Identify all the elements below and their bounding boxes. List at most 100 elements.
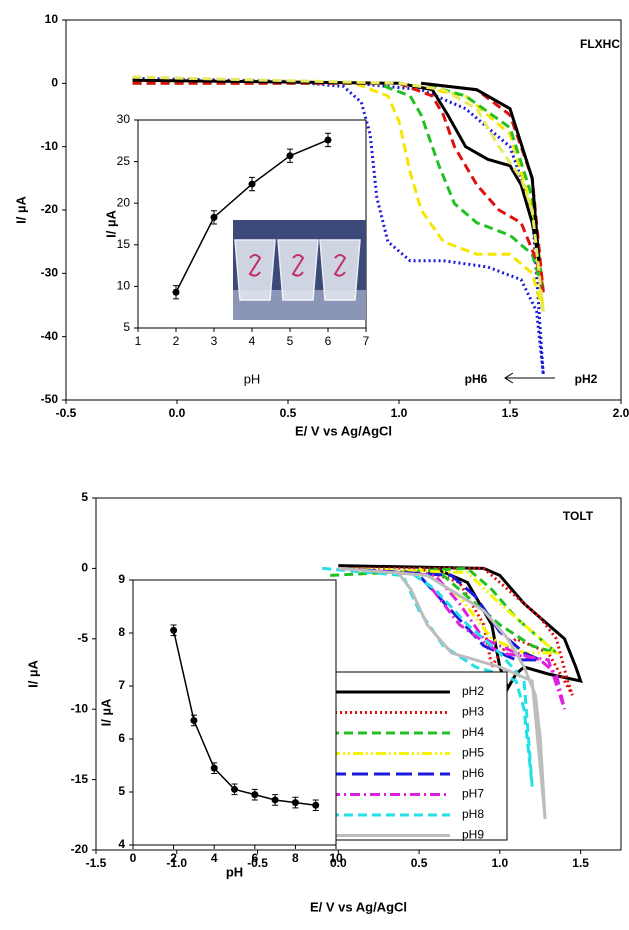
x-tick-label: -0.5 bbox=[56, 406, 77, 420]
data-point bbox=[286, 152, 294, 160]
y-tick-label: -30 bbox=[41, 266, 59, 280]
data-point bbox=[251, 791, 259, 799]
y-tick-label: 5 bbox=[81, 490, 88, 504]
y-tick-label: 9 bbox=[118, 572, 125, 586]
x-tick-label: 0.0 bbox=[169, 406, 186, 420]
annotation: pH2 bbox=[575, 372, 598, 386]
legend-label: pH3 bbox=[462, 705, 484, 719]
x-tick-label: 2.0 bbox=[613, 406, 629, 420]
legend-label: pH4 bbox=[462, 725, 484, 739]
y-tick-label: -10 bbox=[71, 701, 89, 715]
data-line bbox=[132, 81, 545, 293]
y-axis-label: I/ µA bbox=[98, 698, 113, 726]
x-tick-label: 0.5 bbox=[411, 856, 428, 870]
x-tick-label: 0 bbox=[130, 851, 137, 865]
legend-label: pH7 bbox=[462, 787, 484, 801]
data-line bbox=[338, 566, 566, 710]
x-tick-label: 8 bbox=[292, 851, 299, 865]
legend-label: pH9 bbox=[462, 828, 484, 842]
data-point bbox=[291, 799, 299, 807]
data-point bbox=[324, 136, 332, 144]
beaker bbox=[277, 239, 319, 301]
x-tick-label: 1.0 bbox=[391, 406, 408, 420]
y-tick-label: -20 bbox=[71, 842, 89, 856]
y-tick-label: -20 bbox=[41, 202, 59, 216]
x-tick-label: 0.0 bbox=[330, 856, 347, 870]
x-tick-label: 2 bbox=[170, 851, 177, 865]
data-line bbox=[338, 564, 583, 692]
y-tick-label: 30 bbox=[117, 112, 131, 126]
y-tick-label: 0 bbox=[81, 561, 88, 575]
legend-box bbox=[321, 671, 508, 841]
x-tick-label: 1.5 bbox=[502, 406, 519, 420]
beaker bbox=[234, 239, 276, 301]
data-line bbox=[338, 566, 561, 655]
x-tick-label: -0.5 bbox=[247, 856, 268, 870]
annotation: FLXHC bbox=[580, 37, 620, 51]
y-tick-label: 4 bbox=[118, 837, 125, 851]
data-point bbox=[170, 626, 178, 634]
y-tick-label: 6 bbox=[118, 731, 125, 745]
x-axis-label: E/ V vs Ag/AgCl bbox=[310, 899, 407, 914]
y-axis-label: I/ µA bbox=[13, 196, 28, 224]
x-tick-label: 6 bbox=[325, 334, 332, 348]
y-tick-label: -15 bbox=[71, 772, 89, 786]
x-tick-label: 0.5 bbox=[280, 406, 297, 420]
x-axis-label: pH bbox=[244, 371, 261, 386]
x-tick-label: 4 bbox=[211, 851, 218, 865]
legend-label: pH8 bbox=[462, 807, 484, 821]
x-axis-label: pH bbox=[226, 864, 243, 879]
y-tick-label: 8 bbox=[118, 625, 125, 639]
chart-panel: -1.5 -1.0 -0.5 0.0 0.5 1.0 1.5 -20 -15 -10 -5 0 5 E/ … bbox=[25, 490, 622, 914]
chart-panel: 0 2 4 6 8 10 4 5 6 7 8 9 pH I/ µA bbox=[98, 572, 343, 879]
y-tick-label: 25 bbox=[117, 154, 131, 168]
data-line bbox=[132, 76, 545, 375]
plot-frame bbox=[65, 19, 622, 401]
data-line bbox=[338, 566, 547, 820]
data-point bbox=[210, 764, 218, 772]
y-tick-label: 5 bbox=[123, 320, 130, 334]
plot-frame bbox=[132, 579, 337, 846]
x-tick-label: -1.5 bbox=[86, 856, 107, 870]
data-point bbox=[312, 801, 320, 809]
beaker bbox=[319, 239, 361, 301]
data-line bbox=[132, 78, 541, 261]
arrow bbox=[504, 372, 555, 384]
data-point bbox=[231, 785, 238, 793]
x-tick-label: -1.0 bbox=[166, 856, 187, 870]
beaker-mark bbox=[248, 254, 262, 277]
y-axis-label: I/ µA bbox=[103, 210, 118, 238]
y-axis-label: I/ µA bbox=[25, 660, 40, 688]
x-tick-label: 1.5 bbox=[572, 856, 589, 870]
y-tick-label: 15 bbox=[117, 237, 131, 251]
y-tick-label: 5 bbox=[118, 784, 125, 798]
chart-panel: -0.5 0.0 0.5 1.0 1.5 2.0 -50 -40 -30 -20 -10 0 10 E/ … bbox=[13, 12, 629, 438]
y-tick-label: -10 bbox=[41, 139, 59, 153]
x-tick-label: 6 bbox=[251, 851, 258, 865]
legend-label: pH6 bbox=[462, 766, 484, 780]
data-line bbox=[132, 81, 545, 293]
y-tick-label: 10 bbox=[45, 12, 59, 26]
y-tick-label: 10 bbox=[117, 279, 131, 293]
x-tick-label: 3 bbox=[211, 334, 218, 348]
y-tick-label: 7 bbox=[118, 678, 125, 692]
y-tick-label: -50 bbox=[41, 392, 59, 406]
data-line bbox=[132, 78, 545, 312]
data-point bbox=[190, 716, 198, 724]
data-point bbox=[271, 796, 279, 804]
legend-label: pH5 bbox=[462, 746, 484, 760]
beaker-mark bbox=[333, 254, 347, 277]
x-axis-label: E/ V vs Ag/AgCl bbox=[295, 423, 392, 438]
annotation: TOLT bbox=[563, 509, 594, 523]
x-tick-label: 1 bbox=[135, 334, 142, 348]
x-tick-label: 2 bbox=[173, 334, 180, 348]
data-point bbox=[172, 288, 180, 296]
x-tick-label: 4 bbox=[249, 334, 256, 348]
data-point bbox=[248, 180, 256, 188]
data-point bbox=[210, 213, 218, 221]
y-tick-label: -40 bbox=[41, 329, 59, 343]
x-tick-label: 5 bbox=[287, 334, 294, 348]
y-tick-label: 20 bbox=[117, 195, 131, 209]
plot-background bbox=[133, 580, 336, 845]
